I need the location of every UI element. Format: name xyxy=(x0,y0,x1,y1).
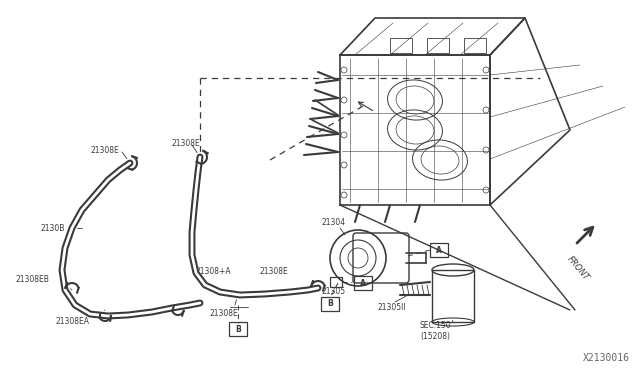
Text: 21308E: 21308E xyxy=(90,145,119,154)
Bar xyxy=(390,38,412,53)
Text: 21308E: 21308E xyxy=(172,138,201,148)
Text: X2130016: X2130016 xyxy=(583,353,630,363)
Text: B: B xyxy=(327,299,333,308)
Text: 21308EB: 21308EB xyxy=(15,276,49,285)
Bar xyxy=(464,38,486,53)
Text: 21308E: 21308E xyxy=(260,267,289,276)
Text: 21308E: 21308E xyxy=(210,308,239,317)
Bar xyxy=(427,38,449,53)
Text: B: B xyxy=(235,324,241,334)
Text: 21305II: 21305II xyxy=(378,302,406,311)
Bar xyxy=(432,270,474,322)
Text: 21305: 21305 xyxy=(322,288,346,296)
Text: FRONT: FRONT xyxy=(565,255,590,283)
Bar xyxy=(330,277,342,287)
Text: 21308+A: 21308+A xyxy=(195,267,230,276)
Text: 21308EA: 21308EA xyxy=(55,317,89,327)
Text: SEC.150: SEC.150 xyxy=(420,321,452,330)
Text: 21304: 21304 xyxy=(322,218,346,227)
Text: (15208): (15208) xyxy=(420,333,450,341)
Text: 2130B: 2130B xyxy=(40,224,65,232)
Text: A: A xyxy=(436,246,442,254)
Text: A: A xyxy=(360,279,366,288)
